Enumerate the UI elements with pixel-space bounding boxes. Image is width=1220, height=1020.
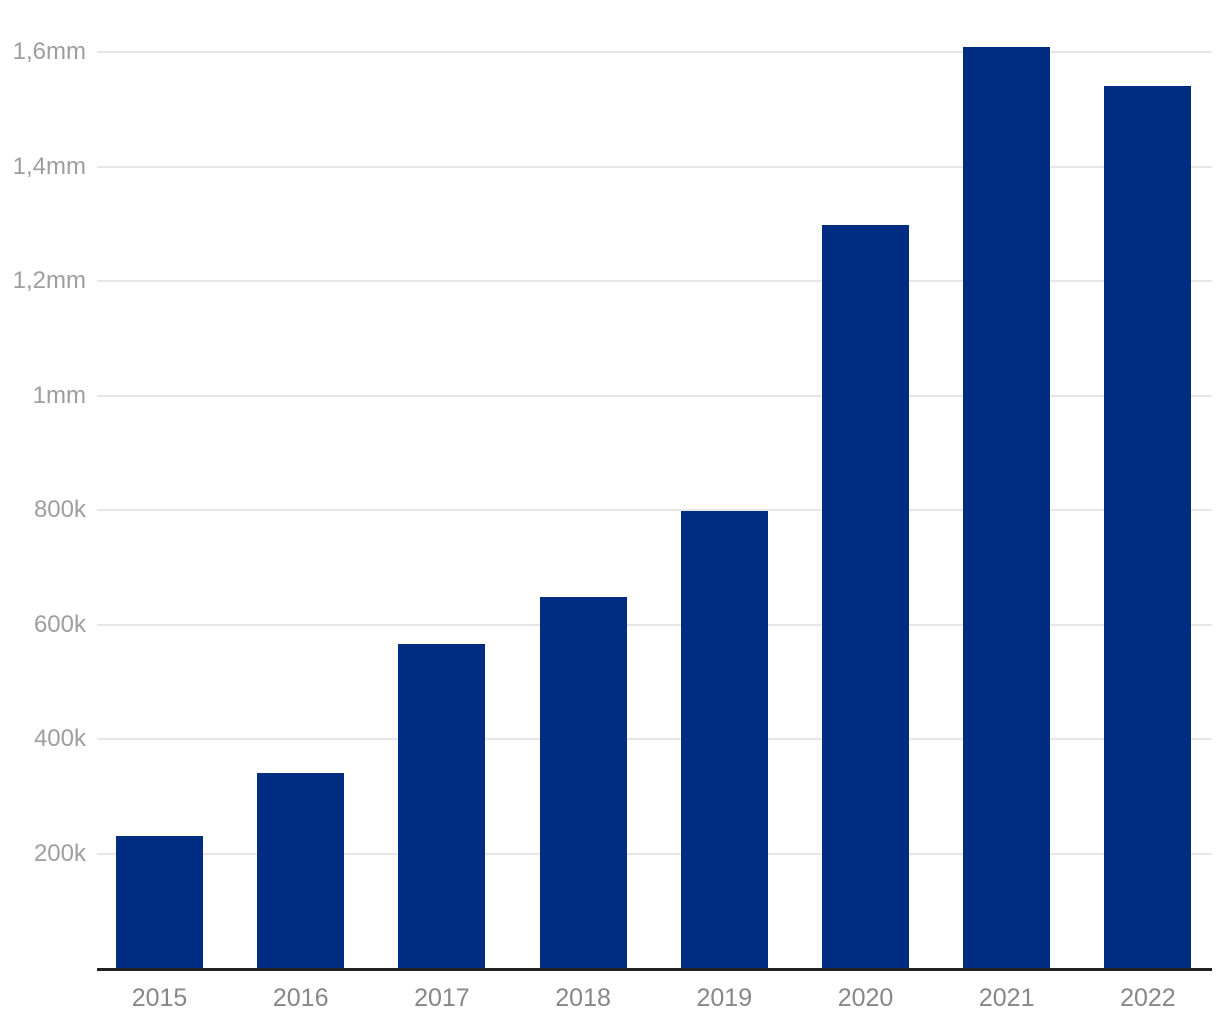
gridline-1mm [97, 394, 1212, 397]
y-tick-label: 1,2mm [12, 267, 86, 294]
gridline-800k [97, 509, 1212, 511]
gridline-400k [97, 738, 1212, 740]
plot-area [97, 0, 1212, 968]
bar-2020[interactable] [822, 224, 909, 968]
y-tick-label: 200k [33, 839, 86, 867]
x-tick-label-2019: 2019 [696, 984, 753, 1012]
gridline-1,6mm [97, 51, 1212, 53]
y-tick-label: 1,4mm [12, 152, 86, 180]
x-tick-label-2020: 2020 [837, 984, 894, 1012]
y-tick-label: 600k [33, 610, 86, 638]
bar-2018[interactable] [539, 597, 627, 968]
y-tick-label: 1,6mm [12, 38, 86, 65]
x-tick-label-2018: 2018 [555, 984, 611, 1012]
bar-2015[interactable] [116, 835, 203, 968]
bar-2022[interactable] [1104, 85, 1192, 968]
x-tick-label-2016: 2016 [272, 984, 329, 1012]
gridline-1,4mm [97, 165, 1212, 168]
x-tick-label-2021: 2021 [978, 984, 1035, 1012]
gridline-600k [97, 623, 1212, 626]
gridline-200k [97, 852, 1212, 855]
y-tick-label: 800k [33, 496, 86, 523]
bar-2017[interactable] [398, 643, 486, 968]
y-tick-label: 1mm [32, 381, 86, 409]
gridline-1,2mm [97, 280, 1212, 282]
bar-2016[interactable] [257, 772, 345, 968]
x-tick-label-2015: 2015 [131, 984, 188, 1012]
x-axis-line [97, 968, 1212, 971]
x-tick-label-2022: 2022 [1120, 984, 1176, 1012]
bar-2019[interactable] [680, 511, 768, 968]
bar-2021[interactable] [963, 47, 1051, 968]
y-tick-label: 400k [33, 725, 86, 752]
x-tick-label-2017: 2017 [414, 984, 470, 1012]
